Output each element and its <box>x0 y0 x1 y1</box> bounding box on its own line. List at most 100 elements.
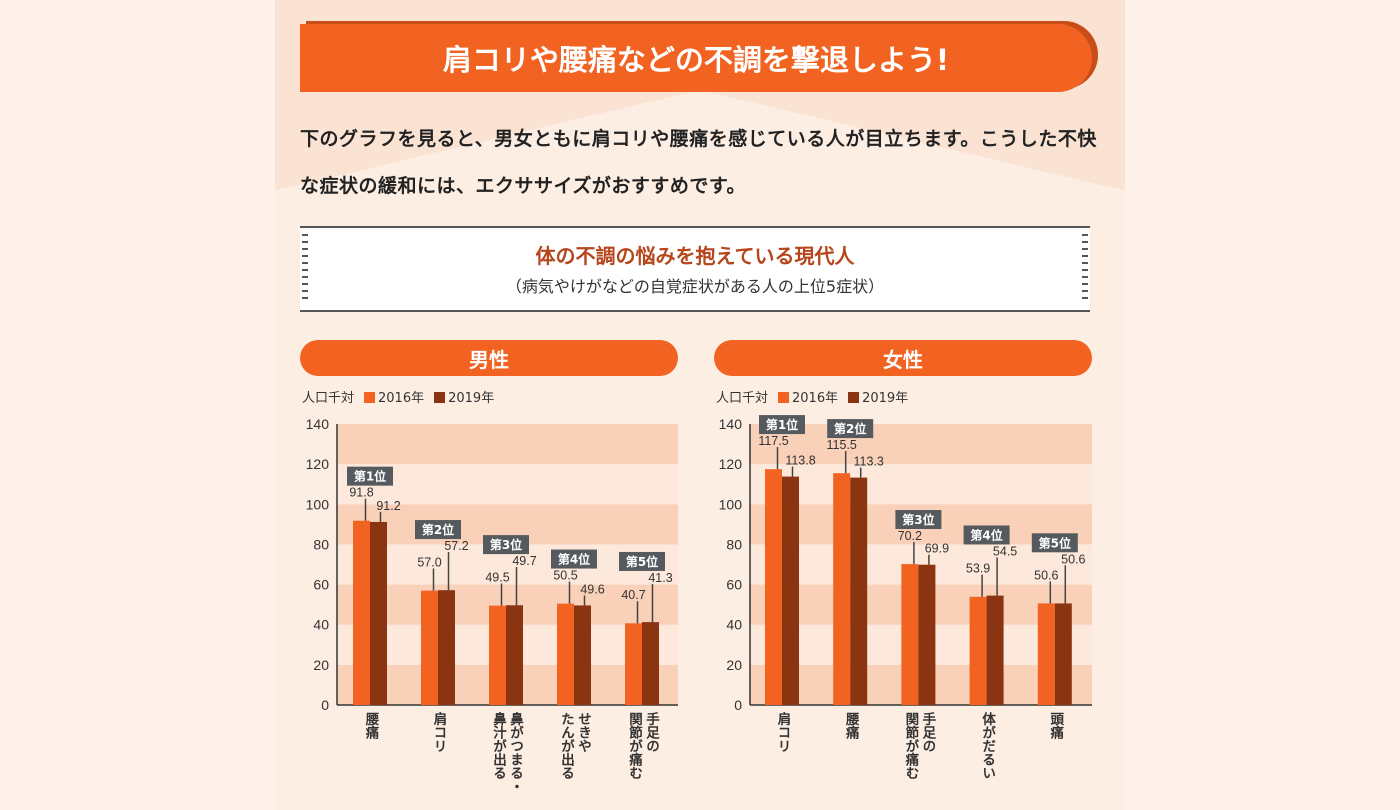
y-unit-label: 人口千対 <box>716 391 769 406</box>
bar-2016 <box>489 605 506 705</box>
y-tick-label: 0 <box>734 697 742 713</box>
legend-swatch <box>778 392 790 403</box>
bar-2019 <box>782 476 799 705</box>
y-tick-label: 100 <box>306 496 330 512</box>
bar-2019 <box>850 477 868 705</box>
x-category-label: 肩コリ <box>430 712 447 753</box>
rank-badge-label: 第1位 <box>354 469 386 484</box>
grid-band <box>750 464 1092 505</box>
bar-2016 <box>1037 603 1055 705</box>
rank-badge <box>963 525 1010 545</box>
data-label-2019: 91.2 <box>376 499 400 513</box>
legend-item-2016: 2016年 <box>778 387 838 406</box>
chart-female-title: 女性 <box>714 340 1092 376</box>
data-label-2016: 91.8 <box>349 486 373 500</box>
legend-item-2019: 2019年 <box>434 387 494 406</box>
grid-band <box>337 424 678 465</box>
rank-badge-label: 第1位 <box>766 417 798 432</box>
bar-2016 <box>353 520 370 705</box>
x-category-label: 体がだるい <box>979 712 996 780</box>
bar-2016 <box>557 603 574 705</box>
data-label-2016: 53.9 <box>966 562 990 576</box>
rank-badge <box>827 419 874 439</box>
bar-2016 <box>765 469 782 705</box>
data-label-2019: 49.6 <box>580 582 604 596</box>
data-label-2016: 40.7 <box>621 588 645 602</box>
legend-item-2019: 2019年 <box>848 387 908 406</box>
y-tick-label: 120 <box>306 456 330 472</box>
legend-label: 2019年 <box>862 391 909 406</box>
rank-badge-label: 第2位 <box>422 522 454 537</box>
y-tick-label: 60 <box>726 577 742 593</box>
rank-badge-label: 第2位 <box>834 421 866 436</box>
rank-badge <box>1031 533 1078 553</box>
rank-badge-label: 第5位 <box>1039 535 1071 550</box>
data-label-2019: 54.5 <box>993 544 1017 558</box>
data-label-2019: 49.7 <box>512 554 536 568</box>
data-label-2019: 41.3 <box>648 571 672 585</box>
data-label-2016: 117.5 <box>758 434 788 448</box>
bar-2019 <box>1054 603 1072 705</box>
bar-2019 <box>918 564 936 705</box>
y-tick-label: 40 <box>313 617 329 633</box>
bar-2016 <box>901 564 919 705</box>
x-category-label: 手足の 関節が痛む <box>902 712 936 780</box>
legend-label: 2016年 <box>378 391 425 406</box>
page-title: 肩コリや腰痛などの不調を撃退しよう! <box>300 24 1092 92</box>
data-label-2019: 69.9 <box>925 542 949 556</box>
legend-swatch <box>434 392 446 403</box>
y-tick-label: 0 <box>321 697 329 713</box>
figure-subtitle: （病気やけがなどの自覚症状がある人の上位5症状） <box>505 277 885 296</box>
x-category-label: 腰痛 <box>362 712 379 739</box>
y-tick-label: 80 <box>313 536 329 552</box>
y-tick-label: 100 <box>719 496 743 512</box>
data-label-2016: 115.5 <box>827 438 857 452</box>
x-category-label: 頭痛 <box>1047 712 1064 739</box>
x-category-label: 肩コリ <box>774 712 791 753</box>
rank-badge <box>551 549 597 569</box>
rank-badge-label: 第4位 <box>558 552 590 567</box>
legend-item-2016: 2016年 <box>364 387 424 406</box>
figure-title-box: 体の不調の悩みを抱えている現代人 （病気やけがなどの自覚症状がある人の上位5症状… <box>300 226 1090 312</box>
rank-badge <box>347 466 393 486</box>
x-category-label: 鼻がつまる・ 鼻汁が出る <box>490 712 523 793</box>
bar-2019 <box>370 521 387 705</box>
y-unit-label: 人口千対 <box>302 391 355 406</box>
bar-2019 <box>574 605 591 705</box>
y-tick-label: 140 <box>719 416 743 432</box>
y-tick-label: 80 <box>726 536 742 552</box>
legend-swatch <box>364 392 376 403</box>
bar-2019 <box>986 595 1004 705</box>
bar-2019 <box>438 590 455 705</box>
rank-badge <box>895 510 942 530</box>
data-label-2019: 57.2 <box>444 539 468 553</box>
bar-2016 <box>625 623 642 705</box>
y-tick-label: 140 <box>306 416 330 432</box>
bar-2016 <box>833 473 851 705</box>
y-tick-label: 20 <box>313 657 329 673</box>
rank-badge <box>415 520 461 540</box>
grid-band <box>750 424 1092 465</box>
bar-2019 <box>506 605 523 705</box>
rank-badge-label: 第5位 <box>626 554 658 569</box>
data-label-2019: 113.8 <box>785 454 815 468</box>
bar-2019 <box>642 622 659 705</box>
bar-2016 <box>421 590 438 705</box>
data-label-2019: 113.3 <box>854 455 884 469</box>
data-label-2016: 70.2 <box>898 529 922 543</box>
legend-label: 2016年 <box>792 391 839 406</box>
data-label-2016: 50.6 <box>1034 568 1058 582</box>
rank-badge <box>619 551 665 571</box>
intro-text: 下のグラフを見ると、男女ともに肩コリや腰痛を感じている人が目立ちます。こうした不… <box>300 128 1097 197</box>
grid-band <box>337 464 678 505</box>
rank-badge-label: 第3位 <box>490 537 522 552</box>
y-tick-label: 40 <box>726 617 742 633</box>
x-category-label: せきや たんが出る <box>558 712 591 780</box>
rank-badge-label: 第4位 <box>970 527 1002 542</box>
data-label-2016: 57.0 <box>417 556 441 570</box>
data-label-2019: 50.6 <box>1061 552 1085 566</box>
x-category-label: 腰痛 <box>842 712 859 739</box>
legend-male: 人口千対 2016年 2019年 <box>302 387 494 406</box>
rank-badge-label: 第3位 <box>902 512 934 527</box>
